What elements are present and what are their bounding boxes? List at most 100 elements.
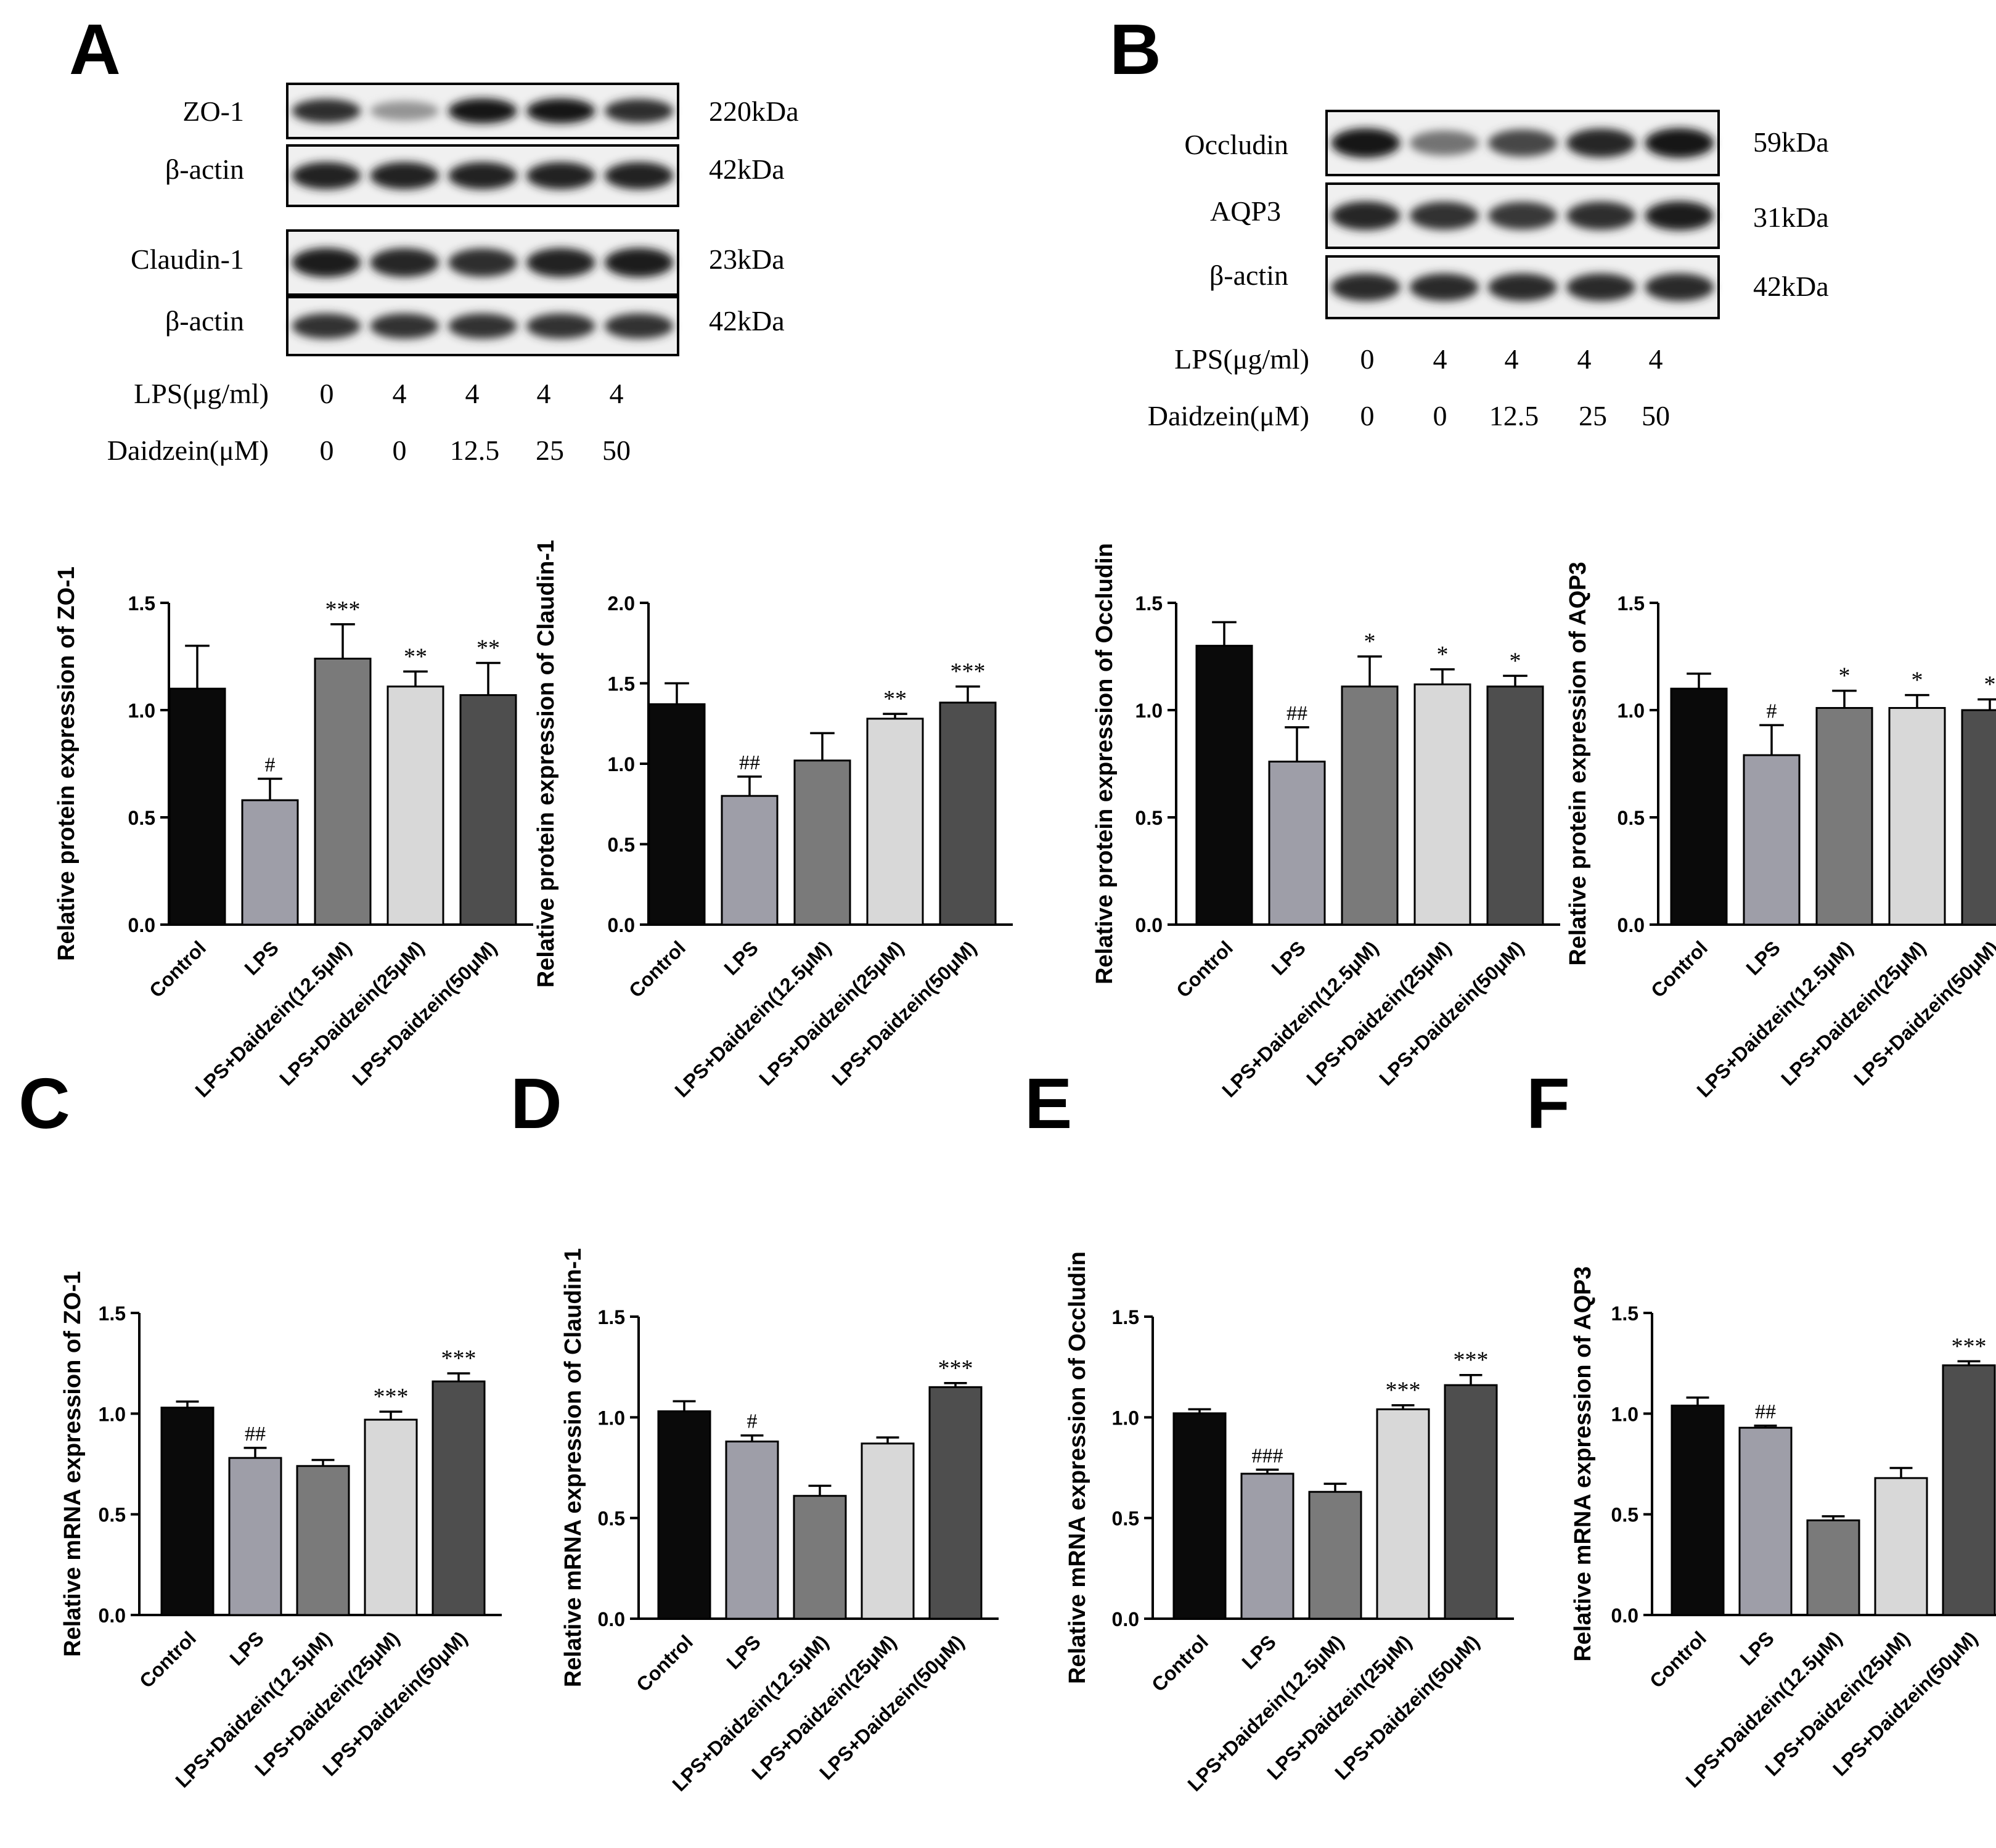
bar <box>1961 709 1996 926</box>
western-blot-a: ZO-1 220kDa β-actin 42kDa Claudin-1 23kD… <box>107 83 799 466</box>
significance-label: ** <box>404 644 427 669</box>
y-tick-label: 0.0 <box>598 1608 625 1630</box>
blot-band <box>1409 202 1479 230</box>
blot-band <box>370 248 439 277</box>
blot-band <box>1488 202 1557 230</box>
blot-band <box>526 313 595 339</box>
panel-letter-e: E <box>1025 1063 1072 1143</box>
y-tick-label: 0.0 <box>1611 1605 1638 1627</box>
significance-label: ## <box>739 751 760 774</box>
bar <box>1308 1490 1362 1620</box>
bar <box>1806 1519 1860 1616</box>
x-tick-label: LPS <box>719 936 762 979</box>
bar <box>1486 685 1544 926</box>
blot-band <box>292 99 361 123</box>
significance-label: *** <box>1952 1333 1987 1359</box>
lane-value: 4 <box>1577 343 1592 375</box>
blot-band <box>292 161 361 190</box>
bar <box>1376 1408 1430 1620</box>
blot-band <box>604 248 674 277</box>
y-tick-label: 0.0 <box>608 914 635 936</box>
blot-protein-label: AQP3 <box>1210 195 1281 227</box>
lps-label: LPS(μg/ml) <box>1174 343 1309 375</box>
y-axis-label: Relative protein expression of Claudin-1 <box>533 540 559 987</box>
y-axis-label: Relative mRNA expression of Claudin-1 <box>560 1248 586 1687</box>
y-tick-label: 1.0 <box>1618 700 1645 722</box>
x-tick-label: LPS+Daidzein(25μM) <box>275 936 428 1090</box>
x-tick-label: LPS+Daidzein(50μM) <box>1375 936 1528 1090</box>
bar <box>1874 1477 1928 1616</box>
bar <box>241 799 299 926</box>
x-tick-label: Control <box>1147 1630 1213 1696</box>
lane-value: 0 <box>320 435 334 466</box>
x-tick-label: Control <box>1645 1627 1711 1692</box>
y-tick-label: 0.0 <box>99 1605 126 1627</box>
blot-kda-label: 220kDa <box>709 96 799 127</box>
y-tick-label: 0.5 <box>1618 807 1645 829</box>
blot-band <box>1645 273 1714 301</box>
x-tick-label: LPS+Daidzein(50μM) <box>348 936 501 1090</box>
bar <box>1413 683 1471 926</box>
blot-band <box>370 100 439 121</box>
lane-value: 0 <box>1360 343 1375 375</box>
y-tick-label: 1.5 <box>608 673 635 695</box>
lane-value: 4 <box>465 378 480 409</box>
chart-claudin1-protein: 0.0 0.5 1.0 1.5 2.0 Relative protein expressi… <box>533 540 1013 1102</box>
lane-value: 4 <box>1505 343 1519 375</box>
blot-row: β-actin 42kDa <box>1209 255 1829 319</box>
lane-value: 4 <box>393 378 407 409</box>
x-tick-label: LPS+Daidzein(25μM) <box>1777 936 1930 1090</box>
bar <box>1738 1426 1793 1616</box>
bar <box>1670 687 1728 926</box>
blot-band <box>1566 128 1636 158</box>
blot-band <box>526 248 595 277</box>
x-tick-label: Control <box>145 936 210 1002</box>
y-tick-label: 1.0 <box>1135 700 1163 722</box>
significance-label: * <box>1839 663 1851 689</box>
y-tick-label: 1.0 <box>1112 1407 1139 1429</box>
chart-occludin-mrna: 0.0 0.5 1.0 1.5 Relative mRNA expression of … <box>1065 1251 1514 1796</box>
lane-value: 0 <box>320 378 334 409</box>
bar <box>228 1457 282 1616</box>
bar <box>928 1386 983 1620</box>
y-tick-label: 1.0 <box>128 700 155 722</box>
y-tick-label: 0.5 <box>608 834 635 856</box>
bar <box>1172 1412 1227 1620</box>
y-tick-label: 0.5 <box>1611 1504 1638 1526</box>
daidzein-label: Daidzein(μM) <box>1148 400 1309 431</box>
x-tick-label: LPS+Daidzein(50μM) <box>827 936 981 1090</box>
significance-label: # <box>1767 700 1777 722</box>
y-tick-label: 1.5 <box>1611 1302 1638 1325</box>
bar <box>296 1465 350 1616</box>
x-tick-label: LPS <box>1735 1627 1778 1669</box>
x-tick-label: Control <box>632 1630 697 1696</box>
blot-band <box>448 313 517 339</box>
blot-band <box>1488 273 1557 301</box>
bar <box>160 1407 215 1616</box>
y-tick-label: 0.0 <box>128 914 155 936</box>
lane-value: 0 <box>393 435 407 466</box>
x-tick-label: LPS+Daidzein(25μM) <box>755 936 908 1090</box>
y-tick-label: 1.5 <box>128 592 155 615</box>
y-axis-label: Relative protein expression of ZO-1 <box>54 566 80 961</box>
y-axis-label: Relative mRNA expression of Occludin <box>1065 1251 1090 1684</box>
x-tick-label: Control <box>1646 936 1712 1002</box>
y-tick-label: 1.0 <box>99 1403 126 1425</box>
significance-label: * <box>1510 648 1521 674</box>
significance-label: *** <box>938 1355 973 1381</box>
panel-letter-a: A <box>69 9 121 89</box>
y-tick-label: 2.0 <box>608 592 635 615</box>
blot-band <box>604 161 674 190</box>
x-tick-label: LPS <box>225 1627 268 1669</box>
blot-protein-label: β-actin <box>165 305 244 337</box>
y-tick-label: 1.0 <box>608 753 635 775</box>
blot-band <box>1645 201 1714 231</box>
blot-band <box>292 248 361 277</box>
blot-protein-label: Occludin <box>1184 129 1288 160</box>
western-blot-b: Occludin 59kDa AQP3 31kDa β-actin 42kDa … <box>1148 110 1829 431</box>
x-tick-label: Control <box>624 936 690 1002</box>
blot-protein-label: Claudin-1 <box>131 243 244 275</box>
y-tick-label: 0.0 <box>1618 914 1645 936</box>
y-tick-label: 1.5 <box>1618 592 1645 615</box>
significance-label: * <box>1437 642 1449 668</box>
